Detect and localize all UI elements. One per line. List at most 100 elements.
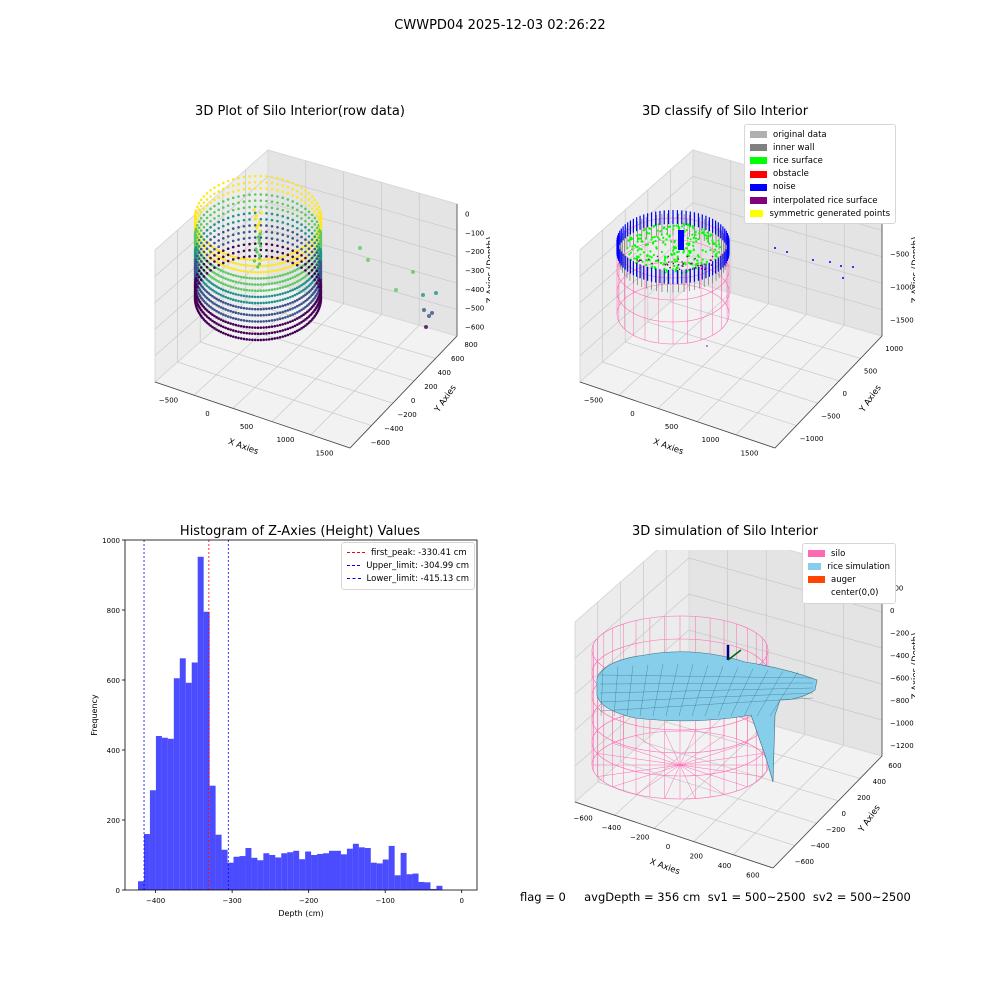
legend-label: noise: [773, 182, 796, 193]
raw-point: [194, 233, 198, 237]
interpolated-point: [686, 255, 689, 258]
raw-point: [302, 325, 305, 329]
z-axis-label: Z Axies (Depth): [911, 237, 915, 304]
raw-point: [265, 224, 268, 227]
histogram-bar: [424, 882, 431, 890]
raw-point: [221, 243, 225, 246]
raw-point: [251, 332, 254, 335]
raw-point: [298, 254, 301, 258]
raw-point: [254, 217, 258, 221]
raw-point: [286, 315, 290, 318]
raw-point: [319, 276, 323, 279]
raw-point: [307, 235, 311, 238]
rice-surface-point: [659, 230, 662, 233]
raw-point: [309, 301, 312, 304]
raw-point: [265, 175, 268, 178]
raw-point: [302, 276, 305, 280]
legend-label: rice surface: [773, 155, 823, 166]
raw-point: [195, 267, 199, 270]
legend-entry: interpolated rice surface: [750, 194, 890, 207]
raw-point: [295, 255, 299, 259]
histogram-bar: [197, 556, 204, 890]
raw-point: [265, 255, 268, 258]
raw-point: [234, 274, 238, 278]
raw-point: [217, 233, 221, 236]
rice-surface-point: [677, 250, 681, 253]
raw-point: [215, 266, 218, 270]
y-tick-label: −600: [795, 858, 814, 866]
legend-label: obstacle: [773, 169, 809, 180]
raw-point: [276, 219, 279, 223]
raw-point: [217, 267, 221, 271]
rice-surface-point: [653, 266, 657, 269]
raw-point: [224, 283, 227, 287]
raw-point: [194, 221, 198, 225]
raw-point: [267, 338, 271, 341]
raw-point: [267, 270, 271, 273]
raw-point: [300, 308, 303, 312]
raw-point: [253, 338, 257, 342]
raw-point: [248, 230, 251, 234]
raw-point: [304, 232, 307, 235]
raw-point: [293, 262, 297, 266]
raw-point: [226, 185, 230, 189]
raw-point: [256, 320, 260, 323]
raw-point: [259, 205, 263, 209]
rice-surface-point: [682, 250, 685, 253]
x-tick-label: 1000: [702, 436, 720, 444]
raw-point: [315, 208, 319, 211]
rice-surface-point: [712, 250, 715, 253]
raw-point: [217, 214, 221, 218]
raw-point: [278, 336, 282, 339]
raw-point: [207, 279, 211, 283]
raw-point: [207, 310, 211, 314]
raw-point: [319, 212, 323, 216]
outlier-point: [421, 293, 425, 297]
gridline: [245, 301, 436, 359]
raw-point: [209, 305, 212, 309]
raw-point: [286, 265, 290, 269]
raw-point: [207, 298, 211, 301]
legend-swatch: [347, 565, 361, 567]
raw-point: [286, 284, 290, 288]
interpolated-point: [648, 258, 650, 261]
raw-point: [319, 245, 323, 249]
raw-point: [209, 244, 212, 248]
raw-point: [259, 187, 263, 190]
raw-point: [234, 256, 238, 259]
histogram-bar: [436, 885, 443, 890]
raw-point: [265, 258, 268, 261]
raw-point: [262, 332, 265, 335]
rice-surface-point: [695, 262, 698, 266]
raw-point: [281, 178, 285, 181]
rice-surface-point: [705, 237, 708, 240]
raw-point: [213, 241, 216, 245]
raw-point: [270, 300, 274, 304]
y-tick-label: −1000: [800, 435, 824, 443]
rice-surface-point: [645, 254, 649, 258]
rice-surface-point: [648, 255, 651, 258]
rice-surface-point: [635, 234, 639, 237]
raw-point: [245, 288, 249, 292]
raw-point: [276, 256, 279, 260]
raw-point: [315, 281, 319, 285]
raw-point: [291, 331, 295, 335]
rice-surface-point: [645, 263, 648, 266]
raw-point: [300, 210, 303, 214]
raw-point: [295, 298, 299, 302]
raw-point: [199, 278, 203, 282]
raw-point: [245, 313, 249, 317]
raw-point: [202, 201, 206, 204]
raw-point: [295, 190, 299, 193]
raw-point: [302, 245, 305, 249]
raw-point: [226, 210, 230, 214]
legend-label: silo: [831, 548, 846, 559]
raw-point: [295, 214, 299, 218]
raw-point: [259, 270, 263, 274]
raw-point: [276, 232, 279, 235]
raw-point: [202, 262, 206, 266]
raw-point: [231, 239, 235, 243]
raw-point: [265, 307, 268, 311]
raw-point: [295, 208, 299, 212]
raw-point: [304, 305, 307, 309]
